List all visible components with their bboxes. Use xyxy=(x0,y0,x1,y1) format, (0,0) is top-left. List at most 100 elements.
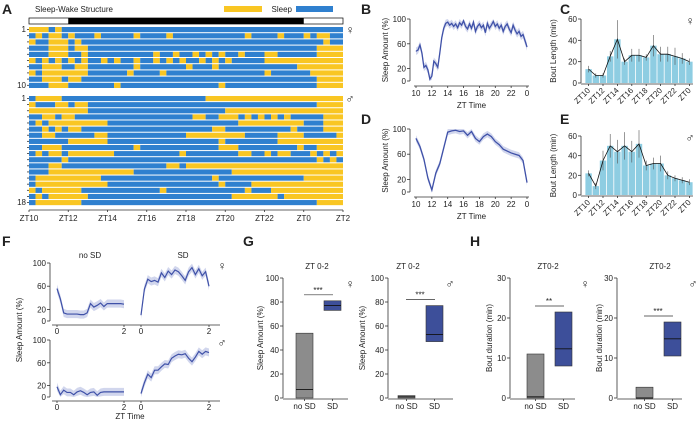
sleep-bout xyxy=(192,64,213,70)
data-point xyxy=(467,135,468,136)
sleep-bout xyxy=(81,76,317,82)
wake-bout xyxy=(48,33,62,39)
data-point xyxy=(508,28,510,30)
wake-bout xyxy=(68,33,75,39)
wake-bout xyxy=(42,58,49,64)
sleep-bout xyxy=(61,33,69,39)
wake-bout xyxy=(81,58,88,64)
wake-bout xyxy=(179,151,186,157)
plot-title: ZT 0-2 xyxy=(305,262,329,271)
sleep-bout xyxy=(329,33,343,39)
data-point xyxy=(498,144,500,146)
sleep-bout xyxy=(29,82,49,88)
sleep-bout xyxy=(231,58,265,64)
legend-sleep-label: Sleep xyxy=(272,5,293,14)
y-tick-label: 20 xyxy=(568,171,577,180)
sleep-bout xyxy=(74,58,82,64)
wake-bout xyxy=(251,181,343,187)
y-tick-label: 20 xyxy=(270,370,279,379)
data-point xyxy=(453,26,454,27)
sleep-bout xyxy=(29,163,49,169)
wake-bout xyxy=(218,51,226,57)
bar xyxy=(592,186,599,195)
sleep-bout xyxy=(87,193,232,200)
wake-bout xyxy=(284,114,291,120)
sleep-bout xyxy=(29,200,36,206)
x-tick-label: 2 xyxy=(122,327,127,336)
bar xyxy=(686,182,693,195)
bar xyxy=(621,61,628,83)
y-tick-label: 100 xyxy=(393,125,407,134)
data-point xyxy=(494,26,496,27)
y-tick-label: 40 xyxy=(270,346,279,355)
wake-bout xyxy=(159,187,167,193)
data-point xyxy=(510,152,512,154)
wake-bout xyxy=(244,114,252,120)
sleep-bout xyxy=(316,151,324,157)
x-tick-label: 14 xyxy=(443,89,452,98)
sleep-bout xyxy=(61,58,69,64)
male-symbol: ♂ xyxy=(686,131,695,145)
box-no-sd xyxy=(635,386,654,399)
sleep-bout xyxy=(68,45,75,51)
data-point xyxy=(459,22,460,24)
sleep-bout xyxy=(251,187,272,193)
sem-band xyxy=(57,284,124,319)
sleep-bout xyxy=(61,163,167,169)
bar xyxy=(657,54,664,83)
wake-bout xyxy=(218,181,226,187)
wake-bout xyxy=(323,114,343,120)
sleep-bout xyxy=(303,144,317,151)
bar xyxy=(585,69,592,83)
sleep-bout xyxy=(35,70,43,76)
wake-bout xyxy=(310,70,343,76)
bar xyxy=(650,45,657,83)
data-point xyxy=(473,21,474,23)
raster-title: Sleep-Wake Structure xyxy=(35,5,114,14)
x-tick-label: ZT12 xyxy=(59,214,78,223)
sleep-bout xyxy=(186,58,200,64)
wake-bout xyxy=(74,39,82,45)
y-tick-label: 30 xyxy=(604,274,613,283)
row-label-first: 1 xyxy=(22,25,27,34)
sleep-bout xyxy=(29,120,36,126)
data-point xyxy=(514,29,516,31)
sleep-bout xyxy=(133,169,232,175)
x-tick-label: 0 xyxy=(55,403,60,412)
wake-bout xyxy=(172,51,180,57)
wake-bout xyxy=(159,70,167,76)
sleep-bout xyxy=(329,151,337,157)
wake-bout xyxy=(225,58,232,64)
data-point xyxy=(483,24,484,26)
panel-label-g: G xyxy=(243,233,254,249)
row-label-last: 10 xyxy=(17,81,26,90)
sleep-bout xyxy=(284,33,304,39)
y-tick-label: 10 xyxy=(604,354,613,363)
sleep-bout xyxy=(186,151,239,157)
data-point xyxy=(419,146,421,147)
x-tick-label: SD xyxy=(429,402,440,411)
x-tick-label: 0 xyxy=(525,89,530,98)
wake-bout xyxy=(231,193,278,200)
wake-bout xyxy=(35,151,43,157)
y-tick-label: 100 xyxy=(371,274,385,283)
sleep-bout xyxy=(87,108,226,114)
data-point xyxy=(443,147,445,149)
wake-bout xyxy=(336,132,343,138)
wake-bout xyxy=(42,144,62,151)
row-label-first: 1 xyxy=(22,94,27,103)
panel-label-a: A xyxy=(2,1,12,17)
y-axis-label: Sleep Amount (%) xyxy=(381,17,390,82)
sleep-bout xyxy=(61,126,69,132)
sleep-bout xyxy=(42,151,49,157)
sleep-bout xyxy=(310,33,317,39)
wake-bout xyxy=(35,33,43,39)
wake-bout xyxy=(74,45,88,51)
sleep-bout xyxy=(29,33,36,39)
y-tick-label: 60 xyxy=(375,322,384,331)
y-axis-label: Sleep Amount (%) xyxy=(256,305,265,370)
sleep-bout xyxy=(29,76,43,82)
x-axis-label: ZT Time xyxy=(115,412,145,421)
sleep-bout xyxy=(114,151,180,157)
